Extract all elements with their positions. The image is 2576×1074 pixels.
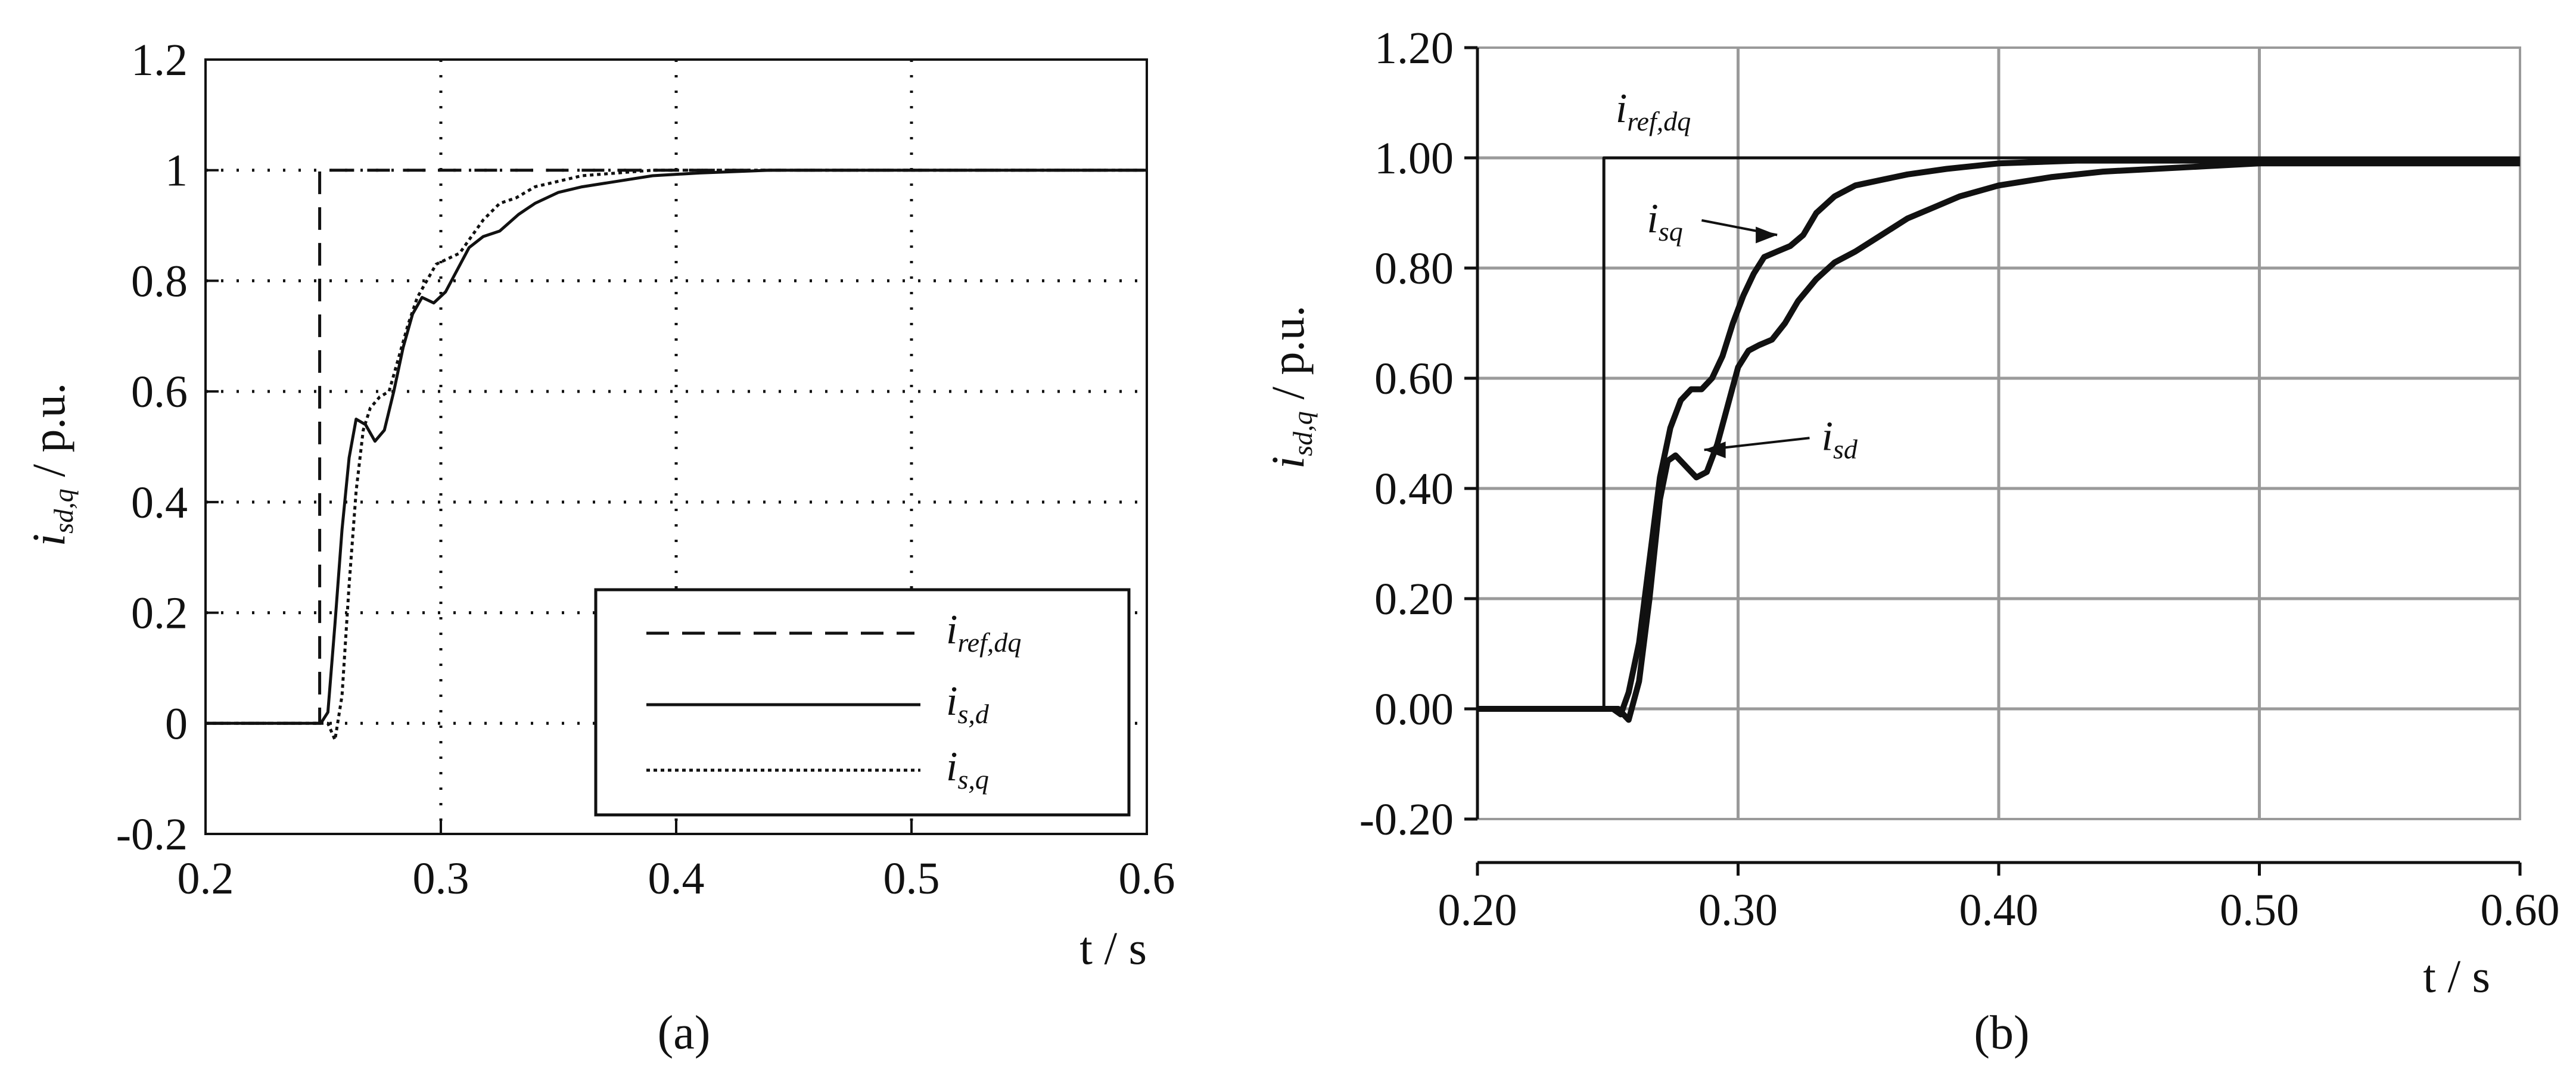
x-tick-label: 0.60 xyxy=(2481,885,2560,935)
legend-box xyxy=(594,588,1131,817)
y-tick-label: -0.20 xyxy=(1359,795,1454,845)
x-tick-label: 0.40 xyxy=(1959,885,2039,935)
y-tick-label: 0.4 xyxy=(131,478,188,528)
x-axis-label-b: t / s xyxy=(2423,950,2490,1002)
y-tick-label: 0.80 xyxy=(1374,244,1454,294)
annotation-arrow-head xyxy=(1756,226,1778,244)
y-tick-label: 0 xyxy=(165,699,188,749)
ticks-a: 0.2 0.3 0.4 0.5 0.6 -0.2 0 0.2 0.4 0.6 0.8 1 1.2 xyxy=(116,35,1175,904)
series-line-i-sq xyxy=(1477,157,2520,718)
y-tick-label: 1.2 xyxy=(131,35,188,85)
chart-b: -0.20 0.00 0.20 0.40 0.60 0.80 1.00 1.20 0.20 0.3… xyxy=(1262,23,2560,1059)
legend-a: iref,dq is,d is,q xyxy=(594,588,1131,817)
legend-label-sq: is,q xyxy=(946,744,989,795)
y-tick-label: 0.8 xyxy=(131,256,188,306)
y-tick-label: 1.00 xyxy=(1374,133,1454,183)
legend-label-sd: is,d xyxy=(946,678,990,729)
y-axis-label-b: isd,q / p.u. xyxy=(1262,306,1318,469)
y-tick-label: 0.20 xyxy=(1374,574,1454,624)
annotation-ref-dq: iref,dq xyxy=(1616,86,1691,136)
caption-a: (a) xyxy=(658,1007,711,1059)
series-line-i-sd xyxy=(1477,160,2520,723)
series-group-b xyxy=(1477,156,2520,723)
y-tick-label: -0.2 xyxy=(116,810,188,860)
annotations-b: iref,dq isq isd xyxy=(1616,86,1858,464)
x-tick-label: 0.3 xyxy=(413,854,469,904)
x-tick-label: 0.2 xyxy=(178,854,234,904)
y-tick-label: 0.00 xyxy=(1374,684,1454,734)
y-tick-label: 0.40 xyxy=(1374,464,1454,514)
x-tick-label: 0.5 xyxy=(883,854,940,904)
annotation-arrow-head xyxy=(1704,441,1726,459)
grid-a xyxy=(206,60,1147,834)
y-tick-label: 0.6 xyxy=(131,367,188,417)
y-tick-label: 0.2 xyxy=(131,589,188,639)
y-tick-label: 0.60 xyxy=(1374,354,1454,404)
annotation-sd: isd xyxy=(1822,413,1858,464)
x-tick-label: 0.20 xyxy=(1438,885,1517,935)
ticks-b: -0.20 0.00 0.20 0.40 0.60 0.80 1.00 1.20 0.20 0.3… xyxy=(1359,23,2560,935)
x-axis-label-a: t / s xyxy=(1079,922,1147,974)
x-tick-label: 0.6 xyxy=(1119,854,1175,904)
y-tick-label: 1 xyxy=(165,146,188,196)
x-tick-label: 0.4 xyxy=(648,854,705,904)
chart-a: 0.2 0.3 0.4 0.5 0.6 -0.2 0 0.2 0.4 0.6 0.8 1 1.2 ire… xyxy=(23,35,1175,1059)
annotation-sq: isq xyxy=(1647,196,1682,247)
series-group-a xyxy=(206,169,1147,742)
y-tick-label: 1.20 xyxy=(1374,23,1454,73)
legend-label-ref: iref,dq xyxy=(946,607,1021,658)
x-tick-label: 0.50 xyxy=(2220,885,2299,935)
y-axis-label-a: isd,q / p.u. xyxy=(23,383,79,547)
series-line-dotted xyxy=(206,169,1147,742)
x-tick-label: 0.30 xyxy=(1698,885,1778,935)
caption-b: (b) xyxy=(1974,1007,2029,1059)
series-line-solid xyxy=(206,169,1147,725)
